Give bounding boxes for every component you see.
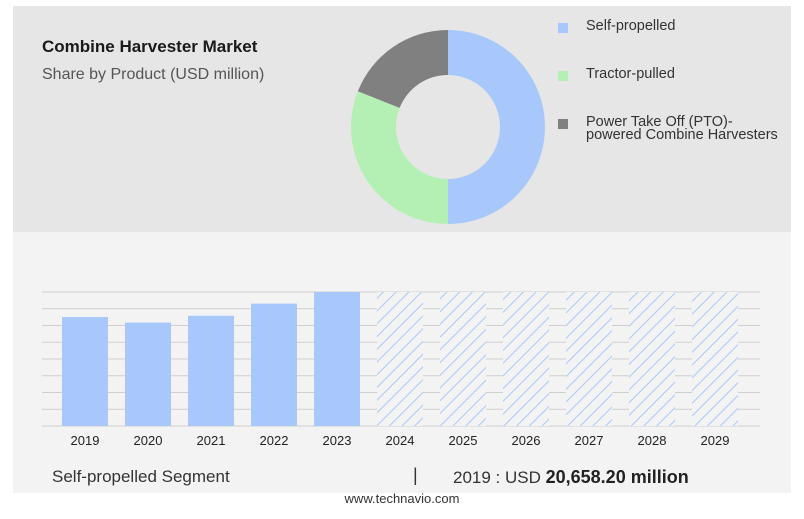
- forecast-bar-2024: [377, 292, 423, 426]
- chart-title: Combine Harvester Market: [42, 37, 258, 56]
- x-tick-label: 2021: [197, 433, 226, 448]
- slice-self-propelled: [448, 30, 545, 224]
- legend-swatch-pto: [558, 119, 568, 129]
- bar-2019: [62, 317, 108, 426]
- legend-label: Self-propelled: [586, 18, 676, 34]
- x-tick-label: 2019: [71, 433, 100, 448]
- bar-2020: [125, 322, 171, 426]
- x-tick-label: 2026: [512, 433, 541, 448]
- x-tick-label: 2028: [638, 433, 667, 448]
- legend-label: Tractor-pulled: [586, 66, 675, 82]
- slice-pto: [357, 30, 448, 108]
- x-tick-label: 2029: [701, 433, 730, 448]
- chart-subtitle: Share by Product (USD million): [42, 66, 265, 83]
- forecast-bar-2028: [629, 292, 675, 426]
- forecast-bar-2026: [503, 292, 549, 426]
- legend-item-self-propelled: Self-propelled: [558, 18, 676, 34]
- bar-2023: [314, 292, 360, 426]
- segment-value-amount: 20,658.20 million: [545, 467, 689, 487]
- segment-label: Self-propelled Segment: [52, 467, 230, 486]
- x-tick-label: 2020: [134, 433, 163, 448]
- x-tick-label: 2027: [575, 433, 604, 448]
- x-tick-label: 2023: [323, 433, 352, 448]
- forecast-bar-2025: [440, 292, 486, 426]
- bar-chart: 2019 2020 2021 2022 2023 2024 2025 2026 2027 2028…: [42, 291, 760, 448]
- x-tick-label: 2022: [260, 433, 289, 448]
- bar-2021: [188, 315, 234, 426]
- forecast-bar-2029: [692, 292, 738, 426]
- x-tick-label: 2024: [386, 433, 415, 448]
- legend-swatch-tractor-pulled: [558, 71, 568, 81]
- legend-label: Power Take Off (PTO)-powered Combine Har…: [586, 114, 778, 143]
- segment-value-prefix: 2019 : USD: [453, 468, 541, 487]
- forecast-bar-2027: [566, 292, 612, 426]
- bar-2022: [251, 303, 297, 426]
- footer-url: www.technavio.com: [344, 491, 460, 506]
- summary-separator: |: [413, 465, 418, 485]
- donut-chart: [351, 30, 545, 224]
- legend-swatch-self-propelled: [558, 23, 568, 33]
- legend-item-pto: Power Take Off (PTO)-powered Combine Har…: [558, 114, 786, 143]
- segment-value: 2019 : USD 20,658.20 million: [453, 467, 689, 488]
- slice-tractor-pulled: [351, 91, 448, 224]
- legend-item-tractor-pulled: Tractor-pulled: [558, 66, 675, 82]
- x-tick-label: 2025: [449, 433, 478, 448]
